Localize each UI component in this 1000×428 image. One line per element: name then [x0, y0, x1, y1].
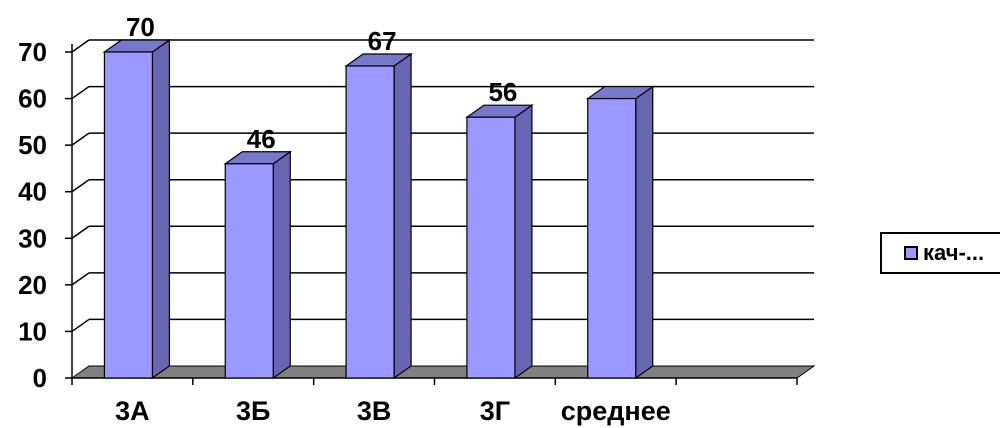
gridline-diag — [71, 39, 90, 53]
gridline-diag — [71, 318, 90, 333]
data-label: 46 — [247, 124, 276, 154]
category-labels: 3А 3Б 3В 3Г среднее — [115, 396, 671, 426]
y-tick-label: 30 — [18, 223, 47, 253]
bar-front — [103, 51, 154, 379]
floor-plane — [70, 365, 816, 379]
gridline-diag — [71, 179, 90, 193]
y-tick-label: 20 — [18, 270, 47, 300]
bar-side — [151, 38, 171, 380]
legend-label: кач-... — [923, 240, 985, 265]
data-label: 56 — [488, 77, 517, 107]
y-tick-label: 40 — [18, 177, 47, 207]
y-tick-labels: 0 10 20 30 40 50 60 70 — [18, 37, 72, 393]
category-label: 3В — [357, 396, 392, 426]
bar-front — [345, 65, 395, 379]
y-tick-label: 70 — [18, 37, 47, 67]
gridline-diag — [71, 132, 90, 146]
axes — [71, 44, 798, 385]
category-label: среднее — [561, 396, 671, 426]
gridlines — [71, 39, 814, 333]
legend-swatch — [904, 246, 918, 260]
bar-front — [587, 97, 637, 379]
bar-front — [224, 163, 274, 379]
gridline-diag — [71, 85, 90, 100]
bar — [344, 52, 413, 380]
category-label: 3Г — [480, 396, 510, 426]
bar — [465, 104, 534, 380]
data-label: 70 — [126, 12, 155, 42]
category-label: 3А — [115, 396, 150, 426]
bar-side — [514, 104, 533, 380]
bar — [102, 38, 172, 380]
bar — [585, 85, 655, 380]
data-label: 67 — [368, 26, 397, 56]
y-tick-label: 60 — [18, 84, 47, 114]
legend: кач-... — [880, 232, 1000, 274]
bar-side — [635, 85, 654, 380]
bar-side — [272, 150, 291, 380]
bar — [223, 150, 293, 380]
gridline-diag — [71, 225, 90, 239]
y-tick-label: 0 — [33, 363, 47, 393]
gridline-diag — [71, 272, 90, 286]
y-tick-label: 50 — [18, 130, 47, 160]
y-tick-label: 10 — [18, 316, 47, 346]
bar-front — [466, 116, 516, 379]
bars — [102, 38, 655, 380]
category-label: 3Б — [236, 396, 270, 426]
data-labels: 70 46 67 56 — [126, 12, 517, 154]
bar-side — [393, 52, 412, 380]
chart-floor — [70, 365, 816, 379]
